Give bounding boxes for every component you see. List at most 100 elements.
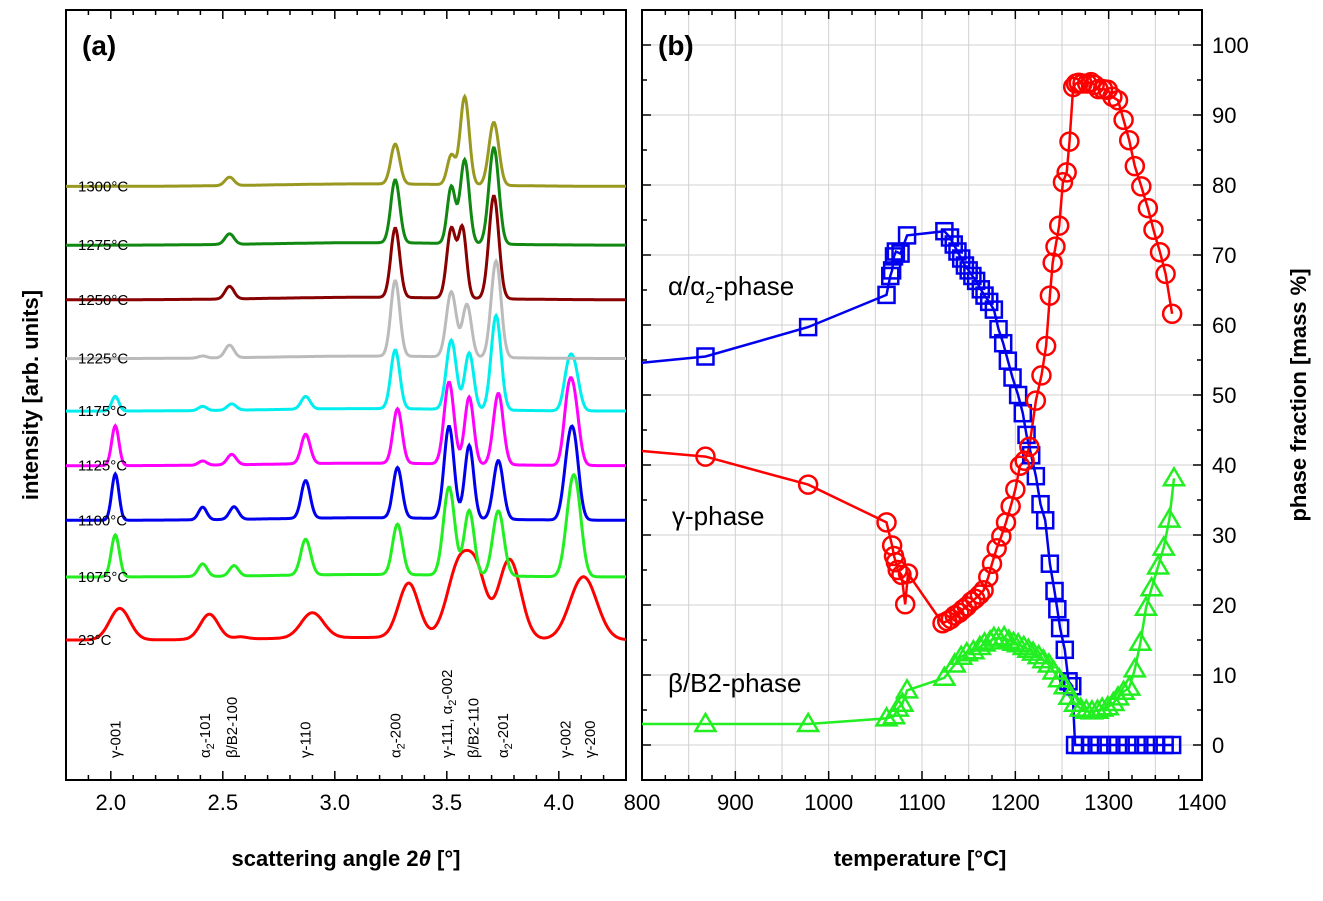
alpha-phase-point [798, 317, 818, 337]
beta-phase-point [1105, 684, 1131, 706]
y-tick-label: 30 [1212, 523, 1236, 548]
x-tick-label: 1200 [991, 790, 1040, 815]
series-label-gamma: γ-phase [672, 501, 765, 531]
panel-a-curves [66, 93, 627, 642]
gamma-phase-point [978, 566, 999, 588]
gamma-phase-point [1025, 390, 1047, 411]
alpha-phase-point [1090, 735, 1109, 755]
panel-b-y-ticks: 0 10 20 30 40 50 60 70 80 90 100 [642, 9, 1249, 781]
beta-phase-point [1151, 535, 1176, 556]
alpha-phase-point [1021, 445, 1041, 465]
diffraction-curve [66, 194, 626, 302]
alpha-phase-point [1026, 466, 1046, 486]
gamma-phase-point [885, 552, 907, 573]
y-tick-label: 10 [1212, 663, 1236, 688]
y-tick-label: 40 [1212, 453, 1236, 478]
reflection-label: α2-201 [495, 713, 515, 758]
panel-b-y-axis-label: phase fraction [mass %] [1286, 268, 1311, 521]
beta-phase-point [991, 624, 1017, 646]
alpha-phase-point [1071, 735, 1090, 755]
diffraction-curve [66, 472, 626, 579]
gamma-phase-point [969, 584, 991, 605]
alpha-phase-point [1127, 735, 1146, 755]
diffraction-curve [66, 258, 626, 361]
beta-phase-point [1095, 694, 1120, 716]
x-tick-label: 900 [717, 790, 754, 815]
panel-a-curve-labels: 23°C 1075°C 1100°C 1125°C 1175°C 1225°C 1250°C… [78, 178, 128, 649]
beta-phase-point [1161, 465, 1187, 487]
alpha-phase-point [975, 286, 994, 305]
beta-phase-point [885, 696, 910, 717]
gamma-phase-point [1056, 162, 1077, 183]
alpha-phase-point [696, 347, 715, 366]
reflection-label: β/B2-110 [466, 698, 483, 758]
alpha-phase-point [989, 319, 1008, 339]
gamma-phase-point [1124, 155, 1146, 177]
curve-temperature-label: 23°C [78, 632, 112, 649]
alpha-phase-point [1013, 403, 1033, 423]
gamma-phase-point [1107, 90, 1129, 111]
alpha-phase-point [1048, 599, 1067, 619]
panel-a-x-axis-label: scattering angle 2θ [°] [232, 846, 461, 871]
gamma-phase-point [1131, 176, 1152, 197]
diffraction-curve [66, 146, 626, 247]
gamma-phase-point [986, 538, 1007, 559]
gamma-phase-point [797, 474, 819, 495]
gamma-phase-point [1113, 109, 1134, 131]
y-tick-label: 60 [1212, 313, 1236, 338]
gamma-phase-point [1149, 241, 1171, 263]
gamma-phase-point [1048, 215, 1070, 236]
curve-temperature-label: 1250°C [78, 292, 128, 309]
beta-phase-point [1139, 575, 1164, 597]
reflection-label: β/B2-100 [224, 697, 241, 758]
beta-phase-point [1089, 696, 1115, 717]
gamma-phase-point [1039, 285, 1061, 306]
gamma-phase-point [894, 594, 916, 615]
y-tick-label: 100 [1212, 33, 1249, 58]
gamma-phase-point [1042, 252, 1063, 273]
beta-phase-point [1026, 643, 1051, 665]
beta-phase-point [1122, 656, 1147, 678]
alpha-phase-point [993, 333, 1013, 353]
x-tick-label: 800 [624, 790, 661, 815]
alpha-phase-point [984, 300, 1004, 319]
curve-temperature-label: 1125°C [78, 458, 127, 475]
diffraction-curve [66, 376, 626, 468]
beta-phase-point [1145, 554, 1171, 575]
reflection-label: α2-101 [197, 713, 217, 758]
gamma-phase-point [1080, 71, 1102, 93]
alpha-phase-point [1108, 735, 1128, 755]
gamma-phase-point [1155, 263, 1176, 285]
beta-phase-point [1005, 631, 1031, 653]
panel-a-y-axis-label: intensity [arb. units] [18, 290, 43, 500]
x-tick-label: 1300 [1084, 790, 1133, 815]
reflection-label: γ-110 [298, 722, 315, 758]
y-tick-label: 80 [1212, 173, 1236, 198]
series-label-alpha: α/α2-phase [668, 271, 794, 307]
gamma-phase-point [1009, 455, 1031, 476]
y-tick-label: 70 [1212, 243, 1236, 268]
x-tick-label: 1100 [898, 790, 945, 815]
beta-phase-point [1068, 696, 1093, 717]
beta-phase-point [874, 705, 899, 727]
alpha-phase-point [1055, 640, 1075, 660]
panel-b-x-ticks: 800 900 1000 1100 1200 1300 1400 [624, 10, 1227, 815]
alpha-phase-point [1136, 735, 1156, 755]
alpha-phase-point [1017, 425, 1036, 445]
alpha-phase-point [1045, 581, 1064, 601]
alpha-phase-point [897, 226, 917, 245]
x-tick-label: 3.5 [432, 790, 463, 815]
beta-phase-point [986, 626, 1011, 647]
gamma-phase-point [1143, 219, 1164, 241]
gamma-phase-point [1059, 131, 1080, 152]
series-label-beta: β/B2-phase [668, 668, 801, 698]
curve-temperature-label: 1300°C [78, 178, 128, 195]
gamma-phase-point [695, 446, 716, 467]
panel-a-reflection-labels: γ-001 α2-101 β/B2-100 γ-110 α2-200 γ-111, α2-… [107, 670, 599, 758]
y-tick-label: 50 [1212, 383, 1236, 408]
diffraction-curve [66, 93, 626, 188]
beta-phase-point [1062, 691, 1088, 712]
alpha-phase-point [1003, 368, 1022, 387]
beta-phase-point [1031, 647, 1056, 669]
x-tick-label: 1400 [1178, 790, 1227, 815]
